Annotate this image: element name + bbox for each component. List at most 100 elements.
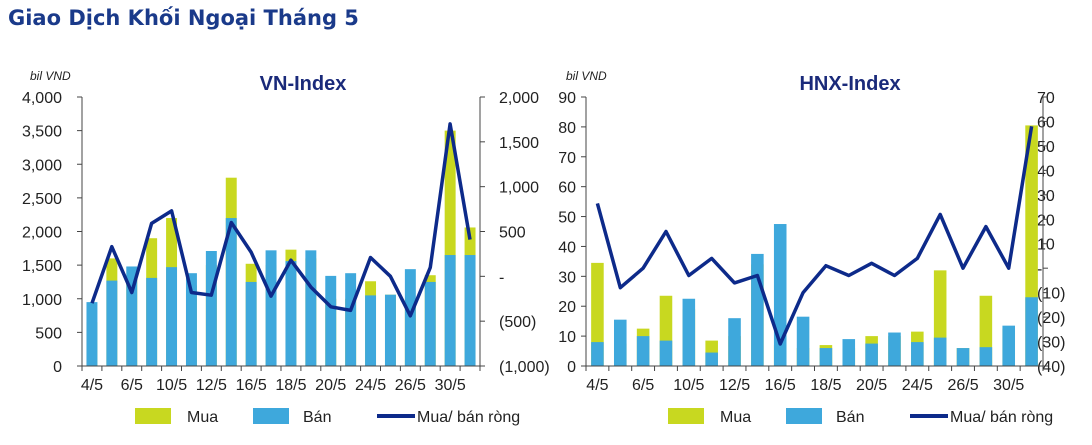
y2-tick-label: 30 (1037, 188, 1055, 205)
y-tick-label: 2,000 (22, 225, 62, 242)
y2-tick-label: (1,000) (499, 359, 550, 376)
y2-tick-label: (500) (499, 314, 536, 331)
legend-label-net: Mua/ bán ròng (417, 409, 520, 426)
sell-bar (424, 281, 436, 366)
sell-bar (365, 295, 377, 366)
x-tick-label: 10/5 (673, 377, 704, 394)
y2-tick-label: (10) (1037, 286, 1065, 303)
y2-tick-label: 500 (499, 225, 526, 242)
x-tick-label: 20/5 (315, 377, 346, 394)
x-tick-label: 30/5 (993, 377, 1024, 394)
y-tick-label: 3,000 (22, 157, 62, 174)
page-title: Giao Dịch Khối Ngoại Tháng 5 (8, 6, 359, 30)
sell-bar (444, 255, 456, 366)
x-tick-label: 4/5 (81, 377, 103, 394)
sell-bar (106, 280, 118, 366)
legend-swatch-sell (786, 408, 822, 424)
y2-tick-label: (40) (1037, 359, 1065, 376)
y-tick-label: 1,000 (22, 292, 62, 309)
x-tick-label: 6/5 (121, 377, 143, 394)
y-tick-label: 80 (558, 120, 576, 137)
sell-bar (245, 281, 257, 366)
sell-bar (956, 348, 970, 366)
chart-title: VN-Index (260, 73, 347, 95)
sell-bar (682, 298, 696, 366)
x-tick-label: 16/5 (236, 377, 267, 394)
y-tick-label: 50 (558, 210, 576, 227)
x-tick-label: 16/5 (765, 377, 796, 394)
x-tick-label: 4/5 (586, 377, 608, 394)
sell-bar (225, 218, 237, 366)
y-tick-label: 90 (558, 90, 576, 107)
y-axis-unit: bil VND (566, 69, 607, 83)
sell-bar (796, 316, 810, 366)
sell-bar (285, 261, 297, 366)
sell-bar (979, 347, 993, 366)
y-tick-label: 40 (558, 239, 576, 256)
sell-bar (636, 336, 650, 366)
y2-tick-label: 50 (1037, 139, 1055, 156)
y-tick-label: 10 (558, 329, 576, 346)
sell-bar (325, 275, 337, 366)
y-axis-unit: bil VND (30, 69, 71, 83)
sell-bar (1025, 297, 1038, 366)
x-tick-label: 6/5 (632, 377, 654, 394)
sell-bar (305, 250, 317, 366)
buy-bar (444, 130, 456, 366)
legend-label-sell: Bán (836, 409, 864, 426)
sell-bar (265, 250, 277, 366)
sell-bar (384, 294, 396, 366)
sell-bar (464, 255, 476, 366)
y2-tick-label: - (1037, 261, 1042, 278)
y2-tick-label: 1,000 (499, 180, 539, 197)
sell-bar (126, 266, 138, 366)
sell-bar (819, 348, 833, 366)
x-tick-label: 18/5 (275, 377, 306, 394)
y2-tick-label: 20 (1037, 212, 1055, 229)
x-tick-label: 20/5 (856, 377, 887, 394)
sell-bar (842, 339, 856, 366)
y2-tick-label: 10 (1037, 237, 1055, 254)
y2-tick-label: (30) (1037, 335, 1065, 352)
y-tick-label: 70 (558, 150, 576, 167)
y2-tick-label: (20) (1037, 310, 1065, 327)
legend-swatch-sell (253, 408, 289, 424)
legend-label-buy: Mua (187, 409, 218, 426)
y2-tick-label: 60 (1037, 114, 1055, 131)
y-tick-label: 3,500 (22, 124, 62, 141)
y-tick-label: 2,500 (22, 191, 62, 208)
x-tick-label: 18/5 (810, 377, 841, 394)
sell-bar (865, 343, 878, 366)
y2-tick-label: - (499, 269, 504, 286)
sell-bar (705, 352, 718, 366)
x-tick-label: 26/5 (947, 377, 978, 394)
y2-tick-label: 40 (1037, 163, 1055, 180)
x-tick-label: 10/5 (156, 377, 187, 394)
legend-label-buy: Mua (720, 409, 751, 426)
y-tick-label: 500 (35, 325, 62, 342)
chart-title: HNX-Index (799, 73, 900, 95)
sell-bar (345, 273, 357, 366)
sell-bar (205, 251, 217, 366)
x-tick-label: 24/5 (355, 377, 386, 394)
y-tick-label: 0 (567, 359, 576, 376)
sell-bar (86, 302, 98, 366)
sell-bar (166, 267, 178, 366)
sell-bar (659, 340, 673, 366)
sell-bar (591, 342, 604, 366)
y2-tick-label: 70 (1037, 90, 1055, 107)
sell-bar (751, 253, 764, 366)
sell-bar (185, 273, 197, 366)
sell-bar (613, 319, 627, 366)
y-tick-label: 0 (53, 359, 62, 376)
sell-bar (146, 277, 158, 366)
y-tick-label: 4,000 (22, 90, 62, 107)
sell-bar (404, 269, 416, 366)
y-tick-label: 1,500 (22, 258, 62, 275)
sell-bar (911, 342, 924, 366)
buy-bar (591, 262, 604, 366)
sell-bar (888, 332, 901, 366)
y2-tick-label: 1,500 (499, 135, 539, 152)
sell-bar (728, 318, 741, 366)
